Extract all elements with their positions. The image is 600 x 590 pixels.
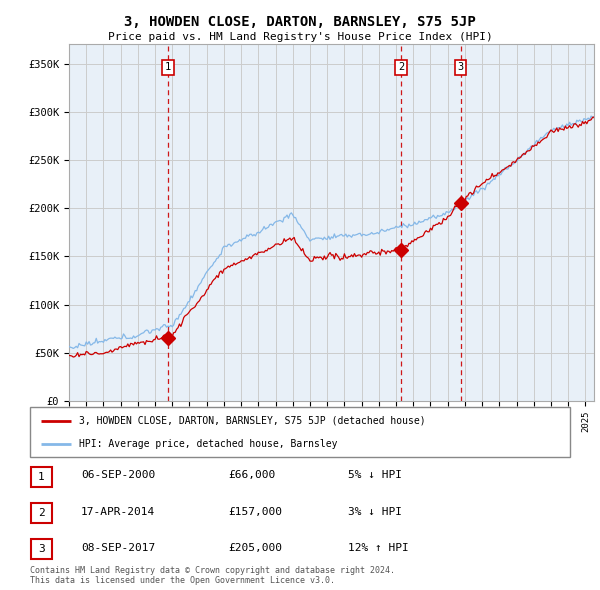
Text: 1: 1 <box>165 63 171 73</box>
Text: HPI: Average price, detached house, Barnsley: HPI: Average price, detached house, Barn… <box>79 439 337 449</box>
Text: £205,000: £205,000 <box>228 543 282 552</box>
Text: £157,000: £157,000 <box>228 507 282 516</box>
FancyBboxPatch shape <box>31 539 52 559</box>
Text: 12% ↑ HPI: 12% ↑ HPI <box>348 543 409 552</box>
FancyBboxPatch shape <box>30 407 570 457</box>
Text: 08-SEP-2017: 08-SEP-2017 <box>81 543 155 552</box>
Text: 2: 2 <box>398 63 404 73</box>
Text: 5% ↓ HPI: 5% ↓ HPI <box>348 470 402 480</box>
Text: 1: 1 <box>38 472 45 481</box>
Text: 2: 2 <box>38 509 45 518</box>
Text: Contains HM Land Registry data © Crown copyright and database right 2024.
This d: Contains HM Land Registry data © Crown c… <box>30 566 395 585</box>
Text: £66,000: £66,000 <box>228 470 275 480</box>
Text: 17-APR-2014: 17-APR-2014 <box>81 507 155 516</box>
Text: 3: 3 <box>38 545 45 554</box>
Text: 3, HOWDEN CLOSE, DARTON, BARNSLEY, S75 5JP: 3, HOWDEN CLOSE, DARTON, BARNSLEY, S75 5… <box>124 15 476 29</box>
Text: 06-SEP-2000: 06-SEP-2000 <box>81 470 155 480</box>
FancyBboxPatch shape <box>31 503 52 523</box>
Text: 3% ↓ HPI: 3% ↓ HPI <box>348 507 402 516</box>
Text: 3, HOWDEN CLOSE, DARTON, BARNSLEY, S75 5JP (detached house): 3, HOWDEN CLOSE, DARTON, BARNSLEY, S75 5… <box>79 415 425 425</box>
FancyBboxPatch shape <box>31 467 52 487</box>
Text: Price paid vs. HM Land Registry's House Price Index (HPI): Price paid vs. HM Land Registry's House … <box>107 32 493 42</box>
Text: 3: 3 <box>457 63 464 73</box>
